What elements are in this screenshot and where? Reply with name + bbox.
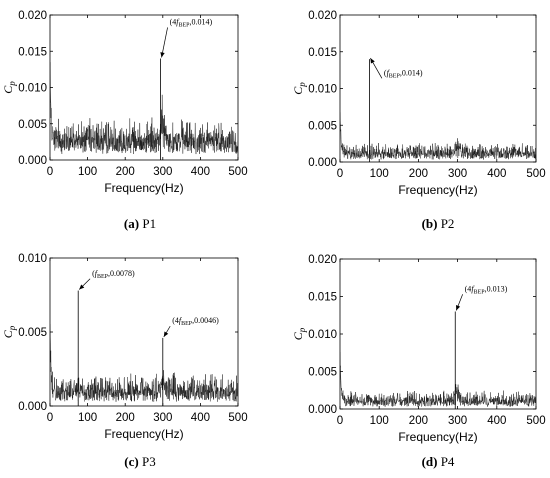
annotation-label: (fBEP,0.0078) [92,269,135,280]
x-tick-label: 400 [487,168,506,180]
panel-caption: (a) P1 [124,216,156,231]
y-axis-label: Cp [1,325,17,338]
x-tick-label: 200 [409,168,428,180]
y-tick-label: 0.015 [308,47,337,59]
x-tick-label: 300 [153,166,172,178]
x-axis-label: Frequency(Hz) [398,430,477,444]
y-tick-label: 0.020 [308,254,337,266]
spectrum-series [340,352,536,407]
x-tick-label: 100 [78,412,97,424]
y-axis-label: Cp [1,81,17,94]
panel-caption: (c) P3 [124,454,155,469]
panel-caption: (b) P2 [422,216,455,231]
annotation-arrowhead [163,331,169,337]
x-tick-label: 200 [409,415,428,427]
x-tick-label: 500 [526,415,545,427]
x-tick-label: 500 [228,412,247,424]
y-tick-label: 0.015 [308,292,337,304]
y-tick-label: 0.010 [308,329,337,341]
x-tick-label: 0 [337,168,343,180]
x-axis-label: Frequency(Hz) [398,183,477,197]
x-tick-label: 100 [370,415,389,427]
x-axis-label: Frequency(Hz) [104,427,183,441]
x-axis-label: Frequency(Hz) [104,181,183,195]
x-tick-label: 200 [116,166,135,178]
y-tick-label: 0.005 [18,327,47,339]
x-tick-label: 100 [78,166,97,178]
x-tick-label: 300 [448,168,467,180]
peak-annotation-1: (4fBEP,0.014) [160,17,213,58]
x-tick-label: 100 [370,168,389,180]
spectrum-series [50,324,238,402]
peak-annotation-2: (4fBEP,0.0046) [163,316,219,338]
y-tick-label: 0.000 [308,404,337,416]
peak-annotation-1: (4fBEP,0.013) [455,284,508,311]
y-tick-label: 0.000 [18,155,47,167]
y-axis-label: Cp [291,82,307,95]
x-tick-label: 500 [526,168,545,180]
annotation-arrowhead [160,52,165,58]
annotation-arrowhead [79,284,85,290]
y-tick-label: 0.010 [308,84,337,96]
chart-panel-3: 0 100 200 300 400 500 0.000 0.005 0.010 Frequency… [1,253,248,469]
peak-annotation-1: (fBEP,0.0078) [78,269,135,290]
annotation-arrowhead [370,58,375,64]
annotation-label: (4fBEP,0.0046) [172,316,219,327]
plot-frame [339,258,537,410]
y-tick-label: 0.000 [18,401,47,413]
annotation-label: (4fBEP,0.014) [170,17,213,28]
annotation-label: (fBEP,0.014) [384,68,423,79]
y-tick-label: 0.000 [308,157,337,169]
chart-panel-1: 0 100 200 300 400 500 0.000 0.005 0.010 0.015 0.02… [1,10,248,231]
annotation-arrowhead [456,305,461,311]
y-axis-label: Cp [291,327,307,340]
y-tick-label: 0.005 [308,367,337,379]
x-tick-label: 200 [116,412,135,424]
y-tick-label: 0.010 [18,83,47,95]
x-tick-label: 500 [228,166,247,178]
panel-caption: (d) P4 [422,454,455,469]
y-tick-label: 0.010 [18,253,47,265]
x-tick-label: 0 [47,412,53,424]
y-tick-label: 0.015 [18,46,47,58]
annotation-arrow [161,27,168,58]
x-tick-label: 300 [153,412,172,424]
spectrum-series [340,112,536,160]
x-tick-label: 400 [191,412,210,424]
spectrum-series [50,62,238,155]
x-tick-label: 300 [448,415,467,427]
y-tick-label: 0.020 [18,10,47,22]
x-tick-label: 400 [487,415,506,427]
chart-panel-4: 0 100 200 300 400 500 0.000 0.005 0.010 0.015 0.02… [291,254,546,469]
x-tick-label: 400 [191,166,210,178]
y-tick-label: 0.005 [308,120,337,132]
x-tick-label: 0 [47,166,53,178]
chart-panel-2: 0 100 200 300 400 500 0.000 0.005 0.010 0.015 0.02… [291,10,546,231]
annotation-label: (4fBEP,0.013) [465,284,508,295]
y-tick-label: 0.005 [18,119,47,131]
x-tick-label: 0 [337,415,343,427]
peak-annotation-1: (fBEP,0.014) [370,57,423,79]
y-tick-label: 0.020 [308,10,337,22]
